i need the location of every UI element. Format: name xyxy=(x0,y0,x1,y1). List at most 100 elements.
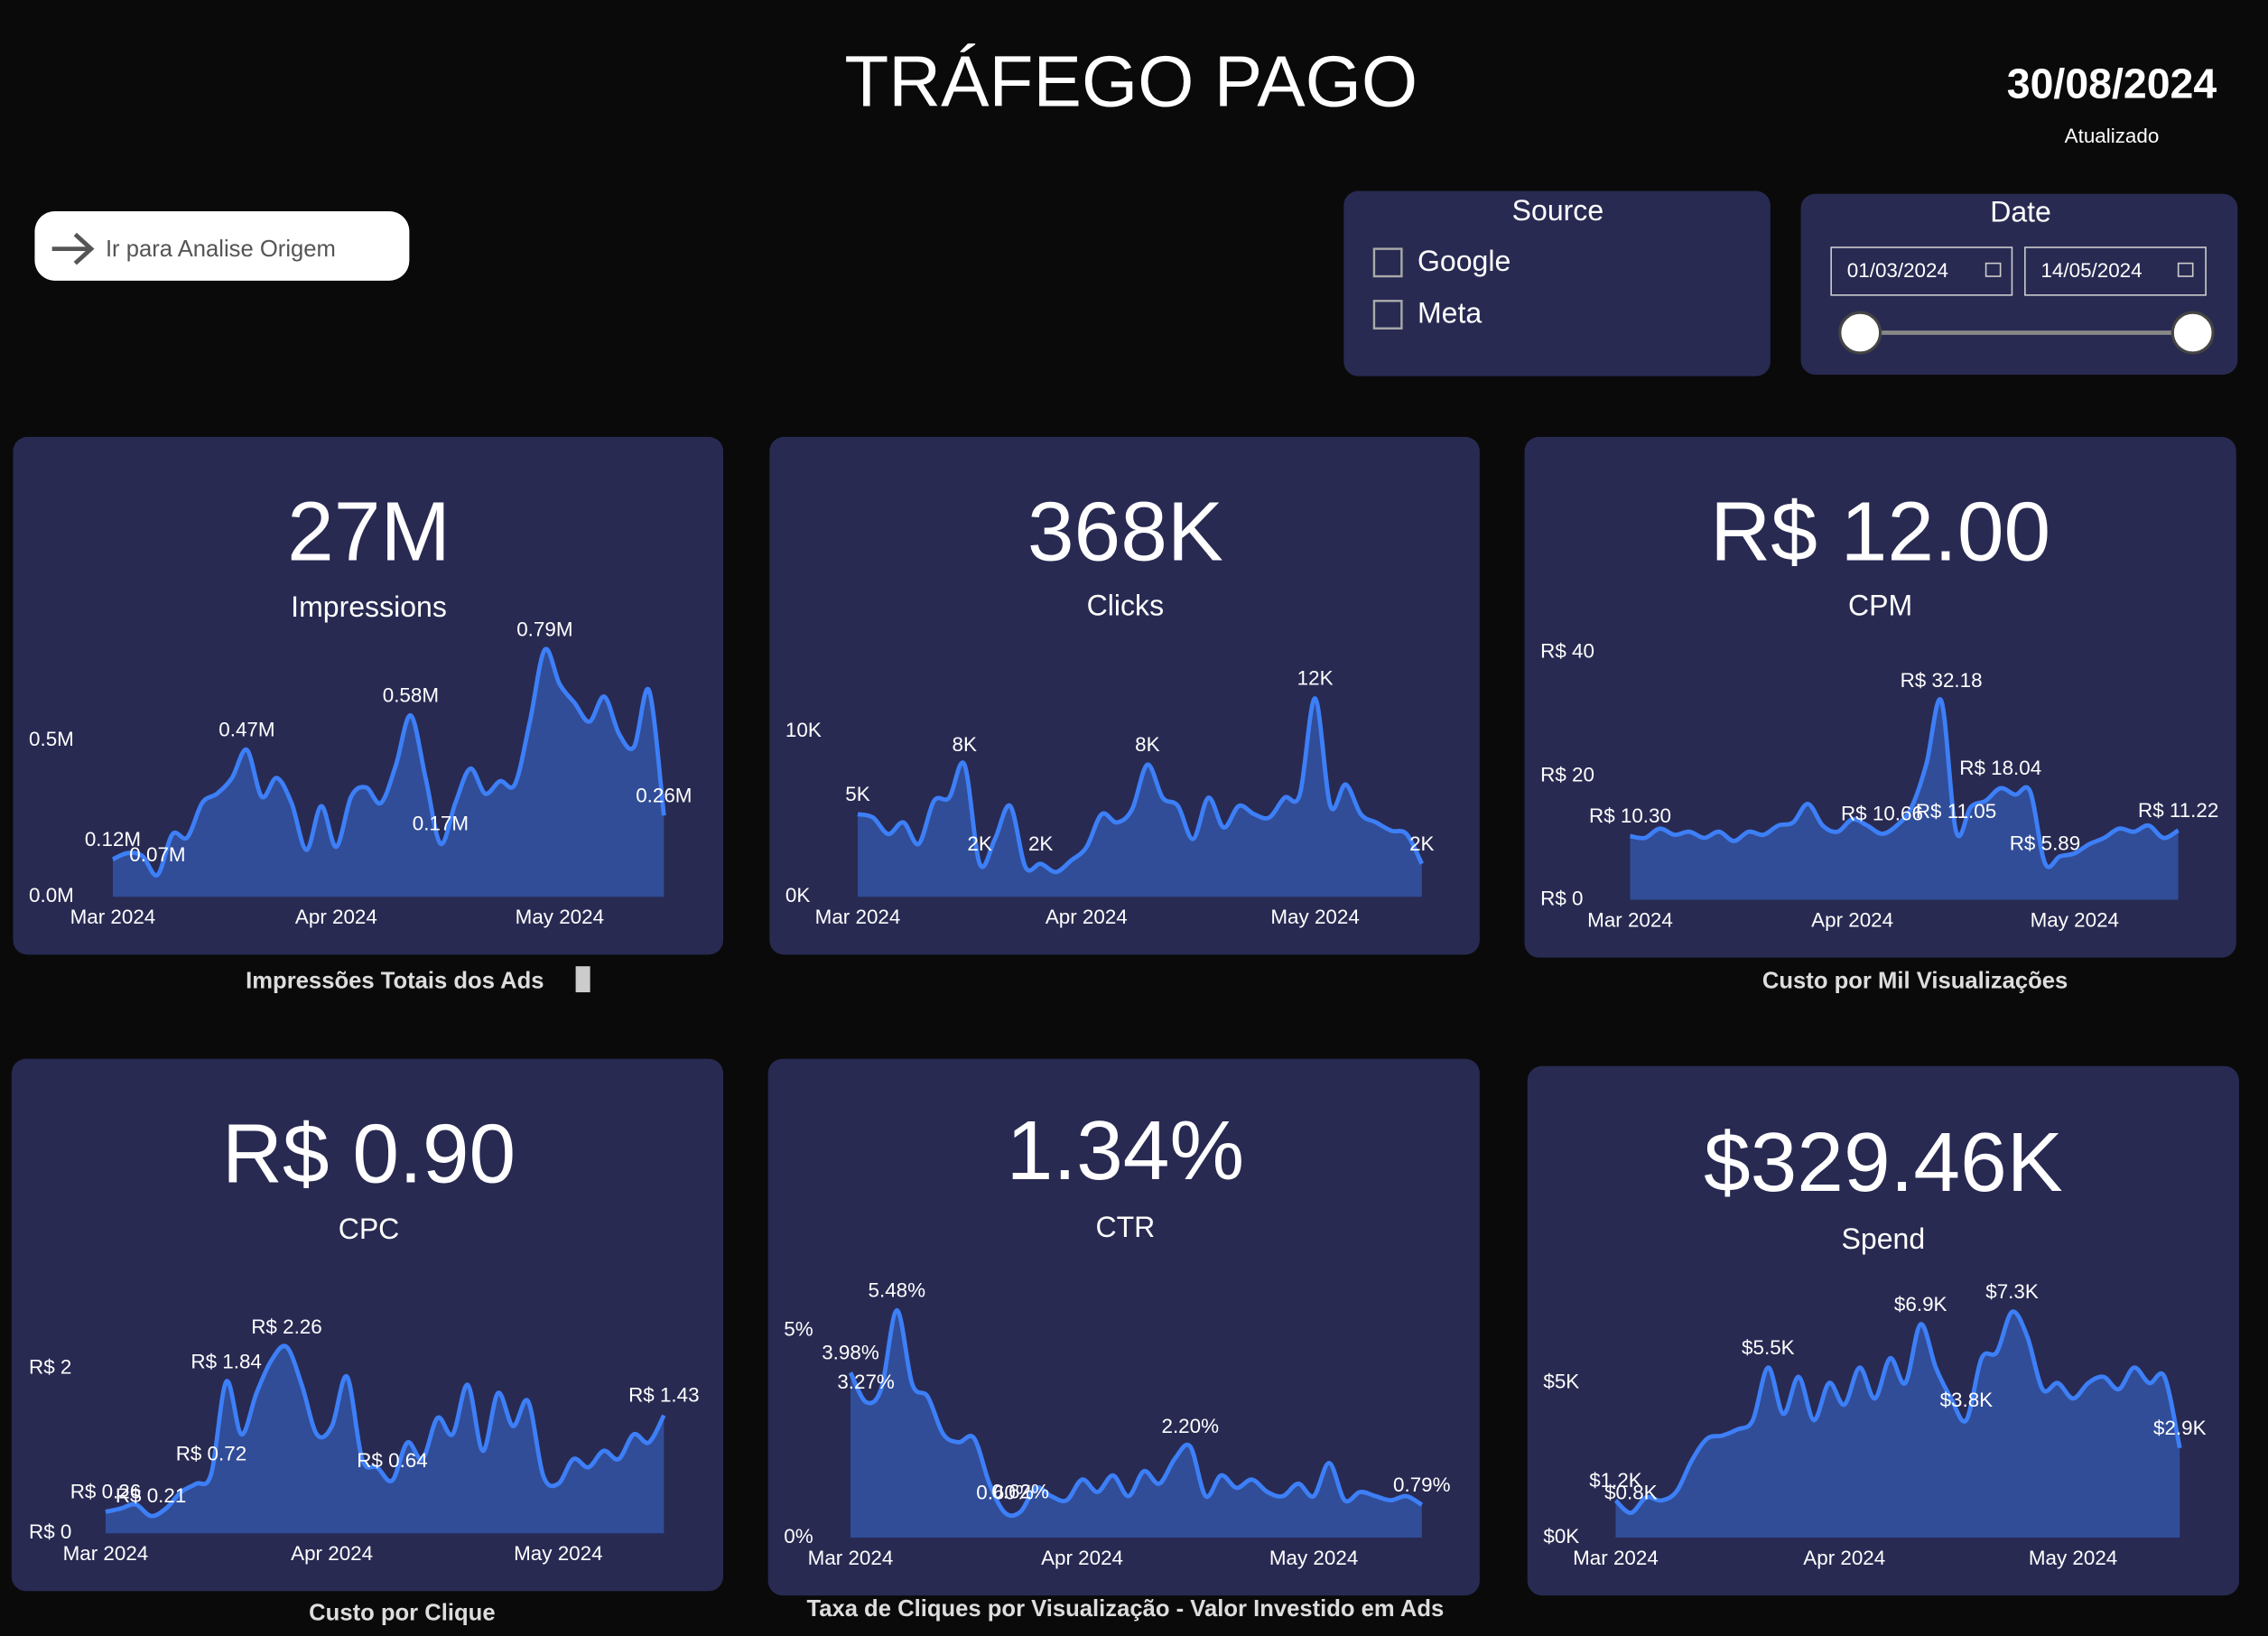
data-label: 5.48% xyxy=(869,1278,926,1301)
x-tick-label: Mar 2024 xyxy=(815,906,901,928)
data-label: 8K xyxy=(953,733,977,756)
data-label: R$ 32.18 xyxy=(1901,669,1983,692)
area xyxy=(112,648,665,897)
line xyxy=(1613,1309,2182,1516)
x-tick-label: Apr 2024 xyxy=(1803,1547,1885,1569)
checkbox[interactable] xyxy=(1372,247,1403,278)
checkbox[interactable] xyxy=(1372,300,1403,330)
arrow-icon xyxy=(51,232,95,265)
y-tick-label: $5K xyxy=(1543,1371,1579,1393)
data-label: 0.47M xyxy=(218,719,274,741)
kpi-card xyxy=(769,436,1480,955)
kpi-value: 27M xyxy=(287,485,451,579)
update-date: 30/08/2024 xyxy=(2007,60,2217,107)
data-label: $0.8K xyxy=(1604,1482,1658,1504)
y-tick-label: R$ 0 xyxy=(29,1520,71,1543)
date-input[interactable] xyxy=(2024,246,2207,296)
x-tick-label: Apr 2024 xyxy=(1811,908,1893,931)
data-label: 0.62% xyxy=(991,1481,1049,1503)
x-tick-label: Apr 2024 xyxy=(1046,906,1128,928)
kpi-value: 368K xyxy=(1027,485,1223,579)
line xyxy=(1630,697,2180,869)
data-label: R$ 11.22 xyxy=(2138,799,2218,822)
x-tick-label: May 2024 xyxy=(1270,906,1359,928)
data-label: 0.26M xyxy=(636,784,692,806)
data-label: $2.9K xyxy=(2153,1417,2207,1439)
data-label: 0.07M xyxy=(129,843,185,866)
data-label: R$ 0.21 xyxy=(116,1484,186,1507)
data-label: R$ 11.05 xyxy=(1916,800,1996,823)
line xyxy=(848,1307,1424,1519)
button-bg[interactable] xyxy=(34,210,410,281)
date-input[interactable] xyxy=(1830,246,2013,296)
data-label: R$ 2.26 xyxy=(251,1315,321,1338)
y-tick-label: 0% xyxy=(784,1525,813,1548)
y-tick-label: 0.5M xyxy=(29,728,74,750)
caption: Impressões Totais dos Ads xyxy=(246,969,544,994)
slicer-option[interactable]: Google xyxy=(1418,245,1510,277)
slider-handle[interactable] xyxy=(2170,311,2215,355)
data-label: R$ 10.30 xyxy=(1589,804,1671,827)
kpi-value: R$ 0.90 xyxy=(222,1106,516,1200)
nav-button[interactable]: Ir para Analise Origem xyxy=(34,210,410,281)
slicer-bg xyxy=(1343,191,1771,376)
x-tick-label: Apr 2024 xyxy=(291,1542,373,1565)
caption: Taxa de Cliques por Visualização - Valor… xyxy=(806,1596,1444,1622)
data-label: R$ 0.72 xyxy=(176,1443,246,1465)
data-label: R$ 5.89 xyxy=(2010,832,2080,854)
kpi-label: CPM xyxy=(1848,589,1912,621)
slicer-option[interactable]: Meta xyxy=(1418,297,1482,330)
button-label[interactable]: Ir para Analise Origem xyxy=(106,237,336,262)
kpi-card xyxy=(1524,436,2236,958)
kpi-label: CTR xyxy=(1095,1211,1155,1243)
y-tick-label: 0K xyxy=(785,884,810,906)
data-label: $7.3K xyxy=(1985,1280,2039,1303)
x-tick-label: Mar 2024 xyxy=(1573,1547,1659,1569)
y-tick-label: R$ 40 xyxy=(1540,639,1594,662)
date-end[interactable]: 14/05/2024 xyxy=(2040,259,2142,282)
caption: Custo por Clique xyxy=(309,1601,495,1626)
x-tick-label: May 2024 xyxy=(2031,908,2119,931)
area xyxy=(858,698,1422,897)
data-label: R$ 1.43 xyxy=(628,1384,699,1407)
data-label: 0.17M xyxy=(413,813,469,835)
area xyxy=(105,1345,665,1534)
data-label: 0.12M xyxy=(85,828,141,851)
data-label: 0.79M xyxy=(516,618,572,641)
data-label: 2K xyxy=(967,832,991,855)
x-tick-label: May 2024 xyxy=(514,1542,602,1565)
data-label: R$ 18.04 xyxy=(1959,757,2041,779)
data-label: 12K xyxy=(1297,667,1334,690)
data-label: R$ 1.84 xyxy=(191,1350,261,1372)
kpi-value: $329.46K xyxy=(1704,1115,2063,1209)
slider-handle[interactable] xyxy=(1838,311,1882,355)
data-label: 3.98% xyxy=(822,1341,879,1363)
x-tick-label: Mar 2024 xyxy=(1587,908,1673,931)
x-tick-label: Mar 2024 xyxy=(808,1547,894,1569)
x-tick-label: Mar 2024 xyxy=(70,906,156,928)
area xyxy=(850,1310,1422,1538)
data-label: R$ 10.66 xyxy=(1841,803,1923,825)
x-tick-label: Apr 2024 xyxy=(1041,1547,1123,1569)
data-label: R$ 0.26 xyxy=(70,1481,141,1503)
calendar-icon xyxy=(2177,262,2194,277)
source-slicer: Source Google Meta xyxy=(1343,191,1771,376)
data-label: 5K xyxy=(845,783,869,805)
slicer-bg xyxy=(1800,193,2238,375)
y-tick-label: R$ 0 xyxy=(1540,887,1583,909)
kpi-card xyxy=(767,1058,1480,1596)
data-label: 0.60% xyxy=(976,1482,1034,1504)
x-tick-label: Mar 2024 xyxy=(63,1542,149,1565)
y-tick-label: 10K xyxy=(785,719,822,741)
y-tick-label: 0.0M xyxy=(29,884,74,906)
kpi-card xyxy=(1527,1065,2239,1596)
page-title: TRÁFEGO PAGO xyxy=(844,40,1418,121)
update-label: Atualizado xyxy=(2065,125,2160,147)
date-start[interactable]: 01/03/2024 xyxy=(1847,259,1948,282)
data-label: $1.2K xyxy=(1589,1469,1642,1492)
data-label: $3.8K xyxy=(1940,1389,1994,1411)
slicer-title: Source xyxy=(1512,194,1604,227)
y-tick-label: R$ 20 xyxy=(1540,763,1594,785)
